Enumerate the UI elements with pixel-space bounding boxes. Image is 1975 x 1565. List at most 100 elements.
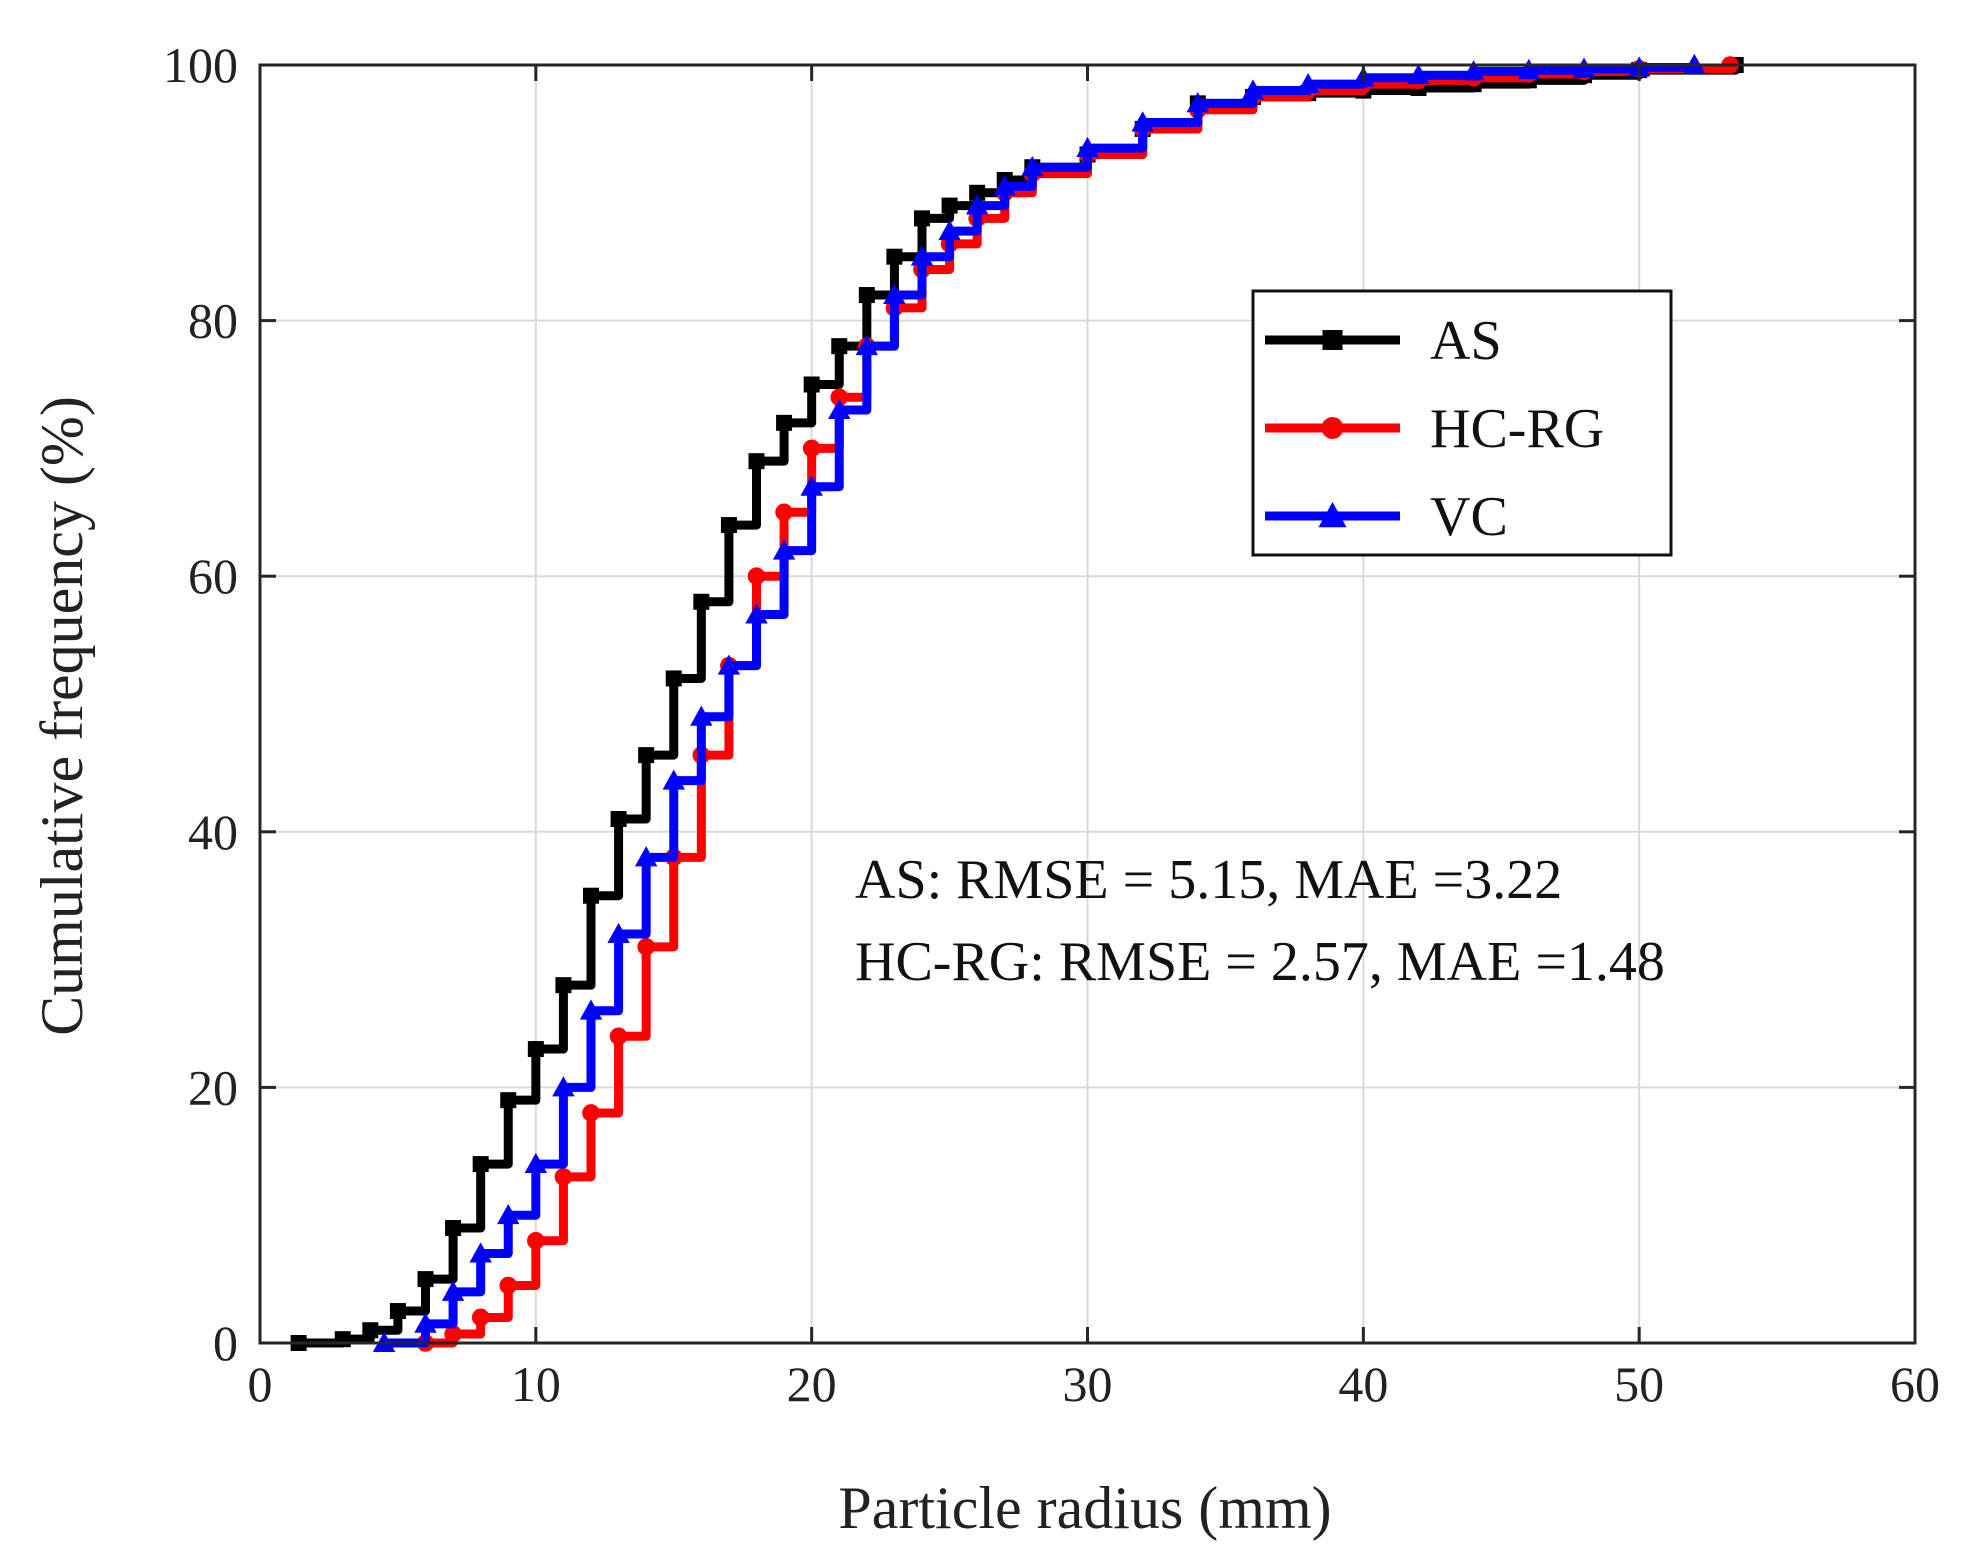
data-point-as <box>969 184 986 201</box>
data-point-as <box>748 453 765 470</box>
data-point-vc <box>1076 136 1099 158</box>
data-point-hc-rg <box>527 1231 545 1250</box>
data-point-hc-rg <box>802 439 821 458</box>
x-tick-label: 50 <box>1614 1356 1664 1412</box>
x-tick-label: 30 <box>1063 1356 1113 1412</box>
data-point-vc <box>910 245 934 266</box>
data-point-vc <box>1021 156 1044 177</box>
data-point-as <box>638 747 655 764</box>
data-point-vc <box>745 603 768 624</box>
data-point-as <box>941 197 958 214</box>
data-point-hc-rg <box>609 1027 628 1046</box>
data-point-as <box>389 1303 406 1320</box>
data-point-vc <box>441 1280 465 1301</box>
data-point-as <box>472 1156 489 1173</box>
data-point-as <box>583 887 599 904</box>
data-point-as <box>803 376 820 393</box>
legend-label-vc: VC <box>1430 486 1508 548</box>
y-tick-label: 60 <box>188 548 238 604</box>
data-point-as <box>417 1271 434 1288</box>
data-point-as <box>610 811 627 828</box>
annotation-as-metrics: AS: RMSE = 5.15, MAE =3.22 <box>855 849 1562 911</box>
data-point-as <box>665 670 682 687</box>
legend-label-as: AS <box>1430 310 1502 372</box>
data-point-as <box>527 1041 544 1058</box>
data-point-vc <box>607 922 630 943</box>
legend-item-hc-rg: HC-RG <box>1265 398 1604 460</box>
data-point-hc-rg <box>444 1325 462 1343</box>
data-point-vc <box>1131 111 1154 132</box>
data-point-vc <box>552 1076 575 1097</box>
data-point-vc <box>524 1152 548 1174</box>
data-point-hc-rg <box>830 388 849 407</box>
data-point-vc <box>1407 64 1430 85</box>
legend-item-vc: VC <box>1265 486 1508 548</box>
data-point-as <box>776 414 793 431</box>
data-point-as <box>362 1322 379 1339</box>
legend-label-hc-rg: HC-RG <box>1430 398 1604 460</box>
data-point-vc <box>800 475 823 496</box>
data-point-vc <box>1462 60 1485 81</box>
series-line-vc <box>384 63 1699 1348</box>
data-point-vc <box>772 539 796 560</box>
legend-marker-vc <box>1318 502 1347 528</box>
series-vc <box>372 53 1706 1352</box>
y-tick-label: 80 <box>188 293 238 349</box>
legend-marker-as <box>1322 330 1343 350</box>
data-point-vc <box>965 194 989 215</box>
x-tick-label: 40 <box>1338 1356 1388 1412</box>
series-layer <box>290 53 1744 1352</box>
data-point-hc-rg <box>582 1104 600 1122</box>
x-tick-label: 20 <box>787 1356 837 1412</box>
data-point-vc <box>1517 58 1541 80</box>
data-point-vc <box>883 283 906 304</box>
data-point-vc <box>690 705 713 726</box>
legend-item-as: AS <box>1265 310 1502 372</box>
data-point-vc <box>1186 92 1210 113</box>
data-point-hc-rg <box>637 938 655 956</box>
data-point-vc <box>662 769 685 790</box>
y-axis-label: Cumulative frequency (%) <box>29 396 95 1036</box>
data-point-vc <box>414 1312 437 1333</box>
data-point-as <box>858 287 875 304</box>
data-point-as <box>886 248 903 265</box>
data-point-hc-rg <box>554 1168 573 1186</box>
data-point-vc <box>497 1204 520 1225</box>
x-tick-label: 10 <box>511 1356 561 1412</box>
axis-ticks <box>258 63 1917 1345</box>
data-point-hc-rg <box>775 503 793 522</box>
data-point-as <box>445 1219 462 1236</box>
data-point-hc-rg <box>499 1276 518 1295</box>
data-point-vc <box>717 654 741 675</box>
data-point-as <box>334 1331 351 1348</box>
legend-marker-hc-rg <box>1321 417 1344 439</box>
data-point-as <box>831 338 848 355</box>
annotation-hcrg-metrics: HC-RG: RMSE = 2.57, MAE =1.48 <box>855 931 1665 993</box>
data-point-vc <box>993 175 1016 196</box>
data-point-as <box>555 977 572 994</box>
data-point-vc <box>469 1242 492 1263</box>
data-point-vc <box>1241 79 1265 100</box>
data-point-vc <box>938 219 961 241</box>
data-point-hc-rg <box>747 567 766 585</box>
data-point-vc <box>1296 72 1320 94</box>
data-point-vc <box>828 398 851 420</box>
data-point-as <box>914 210 930 227</box>
data-point-vc <box>1572 57 1596 78</box>
data-point-as <box>720 517 737 534</box>
y-tick-label: 100 <box>163 37 238 93</box>
tick-labels: 0 10 20 30 40 50 60 0 20 40 60 80 100 <box>163 37 1940 1412</box>
data-point-vc <box>855 334 879 356</box>
y-tick-label: 20 <box>188 1059 238 1115</box>
x-tick-label: 60 <box>1890 1356 1940 1412</box>
legend: AS HC-RG VC <box>1251 289 1673 557</box>
y-tick-label: 40 <box>188 804 238 860</box>
data-point-hc-rg <box>471 1308 490 1327</box>
data-point-as <box>500 1092 517 1109</box>
x-axis-label: Particle radius (mm) <box>838 1475 1331 1541</box>
x-tick-label: 0 <box>248 1356 273 1412</box>
data-point-vc <box>579 999 603 1020</box>
data-point-vc <box>634 846 658 867</box>
